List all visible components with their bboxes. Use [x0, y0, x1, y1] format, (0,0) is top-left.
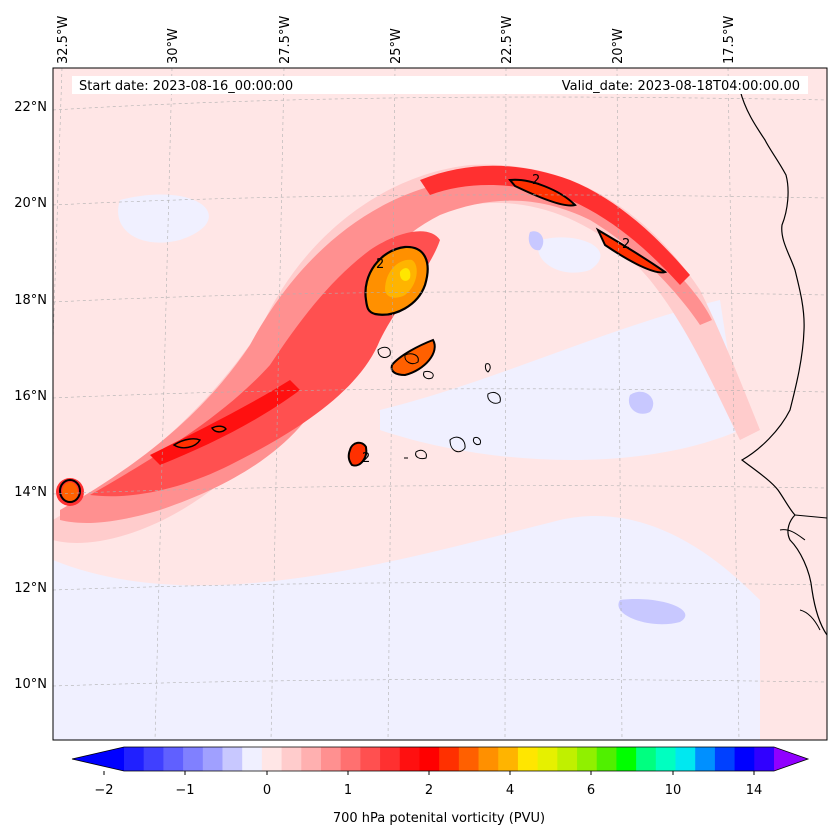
colorbar-segment: [143, 747, 164, 771]
lon-label: 17.5°W: [722, 16, 737, 64]
colorbar-tick-label: 1: [344, 783, 352, 798]
contour-label: 2: [362, 451, 370, 466]
colorbar-tick-label: 14: [746, 783, 763, 798]
colorbar-segment: [478, 747, 499, 771]
map-area: 2 2 2 2: [53, 68, 827, 740]
colorbar-segment: [655, 747, 677, 771]
colorbar-tick-label: 10: [665, 783, 682, 798]
longitude-labels: 32.5°W 30°W 27.5°W 25°W 22.5°W 20°W 17.5…: [56, 16, 737, 64]
lat-label: 20°N: [14, 196, 47, 211]
colorbar-segment: [242, 747, 263, 771]
colorbar-segment: [537, 747, 558, 771]
colorbar-segment: [380, 747, 401, 771]
lat-label: 14°N: [14, 485, 47, 500]
pv-maximum-core: [385, 259, 417, 298]
lon-label: 32.5°W: [56, 16, 71, 64]
colorbar-extend-max: [774, 747, 808, 771]
colorbar-segment: [360, 747, 381, 771]
lat-label: 18°N: [14, 293, 47, 308]
contour-label: 2: [622, 237, 630, 252]
colorbar-segment: [183, 747, 204, 771]
colorbar-segment: [754, 747, 775, 771]
lat-label: 10°N: [14, 677, 47, 692]
colorbar-segment: [163, 747, 184, 771]
coastline-detail: [779, 529, 806, 541]
coastline-river: [794, 514, 827, 519]
latitude-labels: 22°N 20°N 18°N 16°N 14°N 12°N 10°N: [14, 100, 47, 692]
coastline-detail-2: [799, 609, 821, 631]
colorbar-segment: [636, 747, 657, 771]
pv-filament-east: [595, 227, 668, 274]
colorbar-segment: [458, 747, 480, 771]
pv-filament-west: [172, 438, 202, 449]
lat-label: 12°N: [14, 581, 47, 596]
colorbar-segment: [695, 747, 716, 771]
pv-blob-southwest: [347, 441, 368, 467]
colorbar-tick-label: 6: [587, 783, 595, 798]
lon-label: 22.5°W: [500, 16, 515, 64]
negative-pv-blue-patch-3: [528, 231, 544, 251]
colorbar-segment: [320, 747, 342, 771]
negative-pv-region-south: [53, 516, 760, 740]
colorbar-segment: [399, 747, 420, 771]
negative-pv-patch-west: [118, 194, 209, 243]
colorbar-tick-label: −2: [94, 783, 113, 798]
colorbar-segment: [714, 747, 736, 771]
colorbar-tick-label: 2: [425, 783, 433, 798]
pv-arc-north: [420, 165, 690, 285]
colorbar: [71, 746, 810, 775]
colorbar-segment: [498, 747, 519, 771]
lon-label: 30°W: [166, 28, 181, 64]
colorbar-segment: [340, 747, 361, 771]
colorbar-tick-label: −1: [175, 783, 194, 798]
pv-contour-west: [59, 479, 81, 503]
colorbar-segment: [675, 747, 696, 771]
colorbar-title: 700 hPa potenital vorticity (PVU): [333, 811, 545, 826]
pv-maximum-peak: [399, 268, 411, 281]
negative-pv-region-center: [380, 300, 740, 460]
negative-pv-patch-east: [538, 237, 601, 273]
map-frame: [52, 67, 828, 741]
colorbar-extend-min: [72, 747, 124, 771]
negative-pv-blue-patch-2: [628, 391, 654, 414]
colorbar-tick-label: 0: [263, 783, 271, 798]
colorbar-segment: [734, 747, 755, 771]
pv-band-inner: [90, 231, 440, 497]
pv-filament-west-2: [211, 425, 227, 433]
contour-label: 2: [376, 257, 384, 272]
colorbar-segment: [557, 747, 578, 771]
colorbar-segment: [596, 747, 617, 771]
colorbar-segment: [439, 747, 460, 771]
lon-label: 27.5°W: [278, 16, 293, 64]
colorbar-segment: [202, 747, 223, 771]
colorbar-segment: [517, 747, 539, 771]
lat-label: 22°N: [14, 100, 47, 115]
start-date-label: Start date: 2023-08-16_00:00:00: [79, 79, 293, 94]
colorbar-segment: [301, 747, 322, 771]
cape-verde-islands: [377, 346, 501, 460]
contour-label: 2: [532, 173, 540, 188]
graticule: [53, 68, 827, 740]
coastline: [739, 89, 827, 636]
valid-date-label: Valid_date: 2023-08-18T04:00:00.00: [562, 79, 800, 94]
colorbar-tick-label: 4: [506, 783, 514, 798]
colorbar-outline: [71, 746, 810, 772]
lat-label: 16°N: [14, 389, 47, 404]
negative-pv-blue-patch: [618, 599, 686, 625]
colorbar-segment: [281, 747, 302, 771]
colorbar-segment: [616, 747, 637, 771]
pv-blob-west-core: [62, 482, 78, 502]
colorbar-tick-labels: −2 −1 0 1 2 4 6 10 14: [94, 783, 762, 798]
colorbar-segment: [222, 747, 243, 771]
colorbar-segment: [261, 747, 283, 771]
pv-blob-south: [390, 338, 436, 377]
colorbar-segment: [577, 747, 598, 771]
lon-label: 20°W: [611, 28, 626, 64]
colorbar-segment: [124, 747, 145, 771]
pv-filament-north: [508, 178, 577, 207]
date-box: [72, 76, 808, 94]
lon-label: 25°W: [389, 28, 404, 64]
colorbar-segment: [419, 747, 440, 771]
